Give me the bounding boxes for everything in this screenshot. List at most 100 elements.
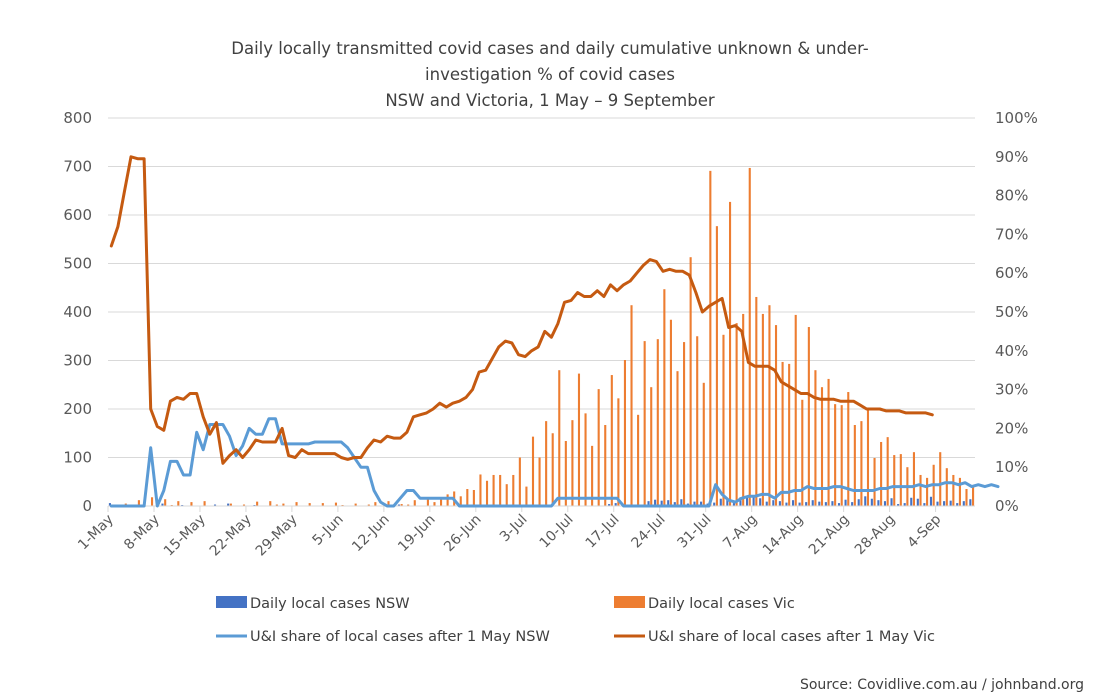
bar-nsw (772, 500, 775, 506)
bar-nsw (936, 501, 939, 506)
bar-vic (781, 361, 784, 506)
x-tick-label: 19-Jun (395, 512, 439, 556)
bar-nsw (647, 501, 650, 506)
bar-nsw (614, 503, 617, 506)
right-tick-label: 80% (995, 187, 1028, 205)
gridlines (108, 117, 975, 458)
bar-vic (853, 425, 856, 506)
bar-vic (591, 445, 594, 506)
bar-vic (919, 474, 922, 506)
left-tick-label: 800 (63, 109, 92, 127)
bar-vic (696, 336, 699, 506)
bar-vic (814, 370, 817, 506)
bar-nsw (667, 500, 670, 506)
x-tick-label: 5-Jun (310, 512, 347, 549)
x-tick-label: 15-May (161, 512, 209, 560)
right-tick-label: 70% (995, 225, 1028, 243)
bar-vic (709, 170, 712, 507)
bar-vic (761, 313, 764, 506)
bar-nsw (824, 502, 827, 506)
bar-vic (768, 305, 771, 506)
bar-vic (492, 474, 495, 506)
bar-nsw (778, 501, 781, 506)
right-tick-label: 40% (995, 342, 1028, 360)
x-tick-label: 26-Jun (441, 512, 485, 556)
left-tick-label: 700 (63, 158, 92, 176)
bar-nsw (857, 499, 860, 506)
bar-vic (926, 477, 929, 506)
bar-nsw (864, 496, 867, 506)
bar-vic (604, 425, 607, 506)
bar-vic (269, 501, 272, 506)
lines (109, 155, 1000, 508)
bar-vic (702, 382, 705, 506)
bar-vic (899, 454, 902, 506)
chart-title-line-3: NSW and Victoria, 1 May – 9 September (385, 91, 715, 110)
bar-vic (788, 363, 791, 506)
bar-vic (229, 503, 232, 506)
bar-nsw (680, 499, 683, 506)
bar-vic (190, 502, 193, 506)
bar-nsw (745, 496, 749, 506)
bar-vic (531, 436, 535, 506)
left-tick-label: 0 (82, 497, 92, 515)
bar-nsw (969, 499, 972, 506)
bar-vic (972, 486, 975, 506)
bar-nsw (811, 500, 814, 506)
bar-nsw (108, 503, 111, 506)
right-tick-label: 10% (995, 458, 1028, 476)
bar-vic (893, 455, 896, 506)
bar-nsw (726, 499, 729, 506)
bar-vic (564, 441, 567, 506)
bar-vic (321, 503, 324, 506)
bar-vic (584, 413, 587, 506)
bar-vic (400, 504, 403, 506)
bars-vic (124, 167, 975, 507)
bar-nsw (831, 501, 834, 506)
x-tick-label: 29-May (253, 512, 301, 560)
bar-vic (827, 378, 830, 506)
bar-vic (433, 502, 436, 506)
bar-nsw (759, 498, 762, 506)
bar-vic (387, 501, 390, 506)
bar-vic (446, 494, 449, 506)
bar-vic (334, 502, 338, 506)
bar-vic (643, 341, 646, 506)
bar-nsw (956, 503, 959, 506)
x-tick-label: 28-Aug (852, 512, 899, 559)
bar-vic (308, 503, 311, 506)
legend-label-nsw-bars: Daily local cases NSW (250, 596, 410, 612)
right-tick-label: 0% (995, 497, 1019, 515)
bar-vic (676, 371, 679, 506)
bar-vic (945, 468, 948, 506)
x-tick-label: 3-Jul (497, 512, 531, 546)
chart-title-line-1: Daily locally transmitted covid cases an… (231, 39, 869, 58)
bar-vic (722, 334, 725, 506)
bar-nsw (732, 503, 735, 506)
source-note: Source: Covidlive.com.au / johnband.org (800, 677, 1084, 693)
bar-nsw (897, 504, 900, 506)
bar-vic (663, 289, 666, 506)
x-tick-label: 31-Jul (675, 512, 715, 552)
bar-vic (459, 496, 462, 506)
bar-vic (965, 489, 968, 506)
bar-vic (374, 502, 377, 506)
bar-nsw (962, 501, 965, 506)
bar-vic (164, 499, 167, 506)
legend: Daily local cases NSW Daily local cases … (216, 596, 935, 645)
right-axis: 0% 10% 20% 30% 40% 50% 60% 70% 80% 90% 100% (995, 109, 1038, 515)
left-tick-label: 400 (63, 303, 92, 321)
right-tick-label: 90% (995, 148, 1028, 166)
bar-vic (479, 474, 482, 506)
x-tick-label: 8-May (121, 512, 163, 554)
bar-nsw (161, 503, 164, 506)
right-tick-label: 60% (995, 264, 1028, 282)
bar-nsw (765, 501, 768, 506)
bar-nsw (739, 497, 742, 506)
bar-nsw (923, 503, 926, 506)
x-tick-label: 10-Jul (537, 512, 577, 552)
bar-vic (485, 480, 489, 506)
bar-vic (774, 325, 778, 506)
